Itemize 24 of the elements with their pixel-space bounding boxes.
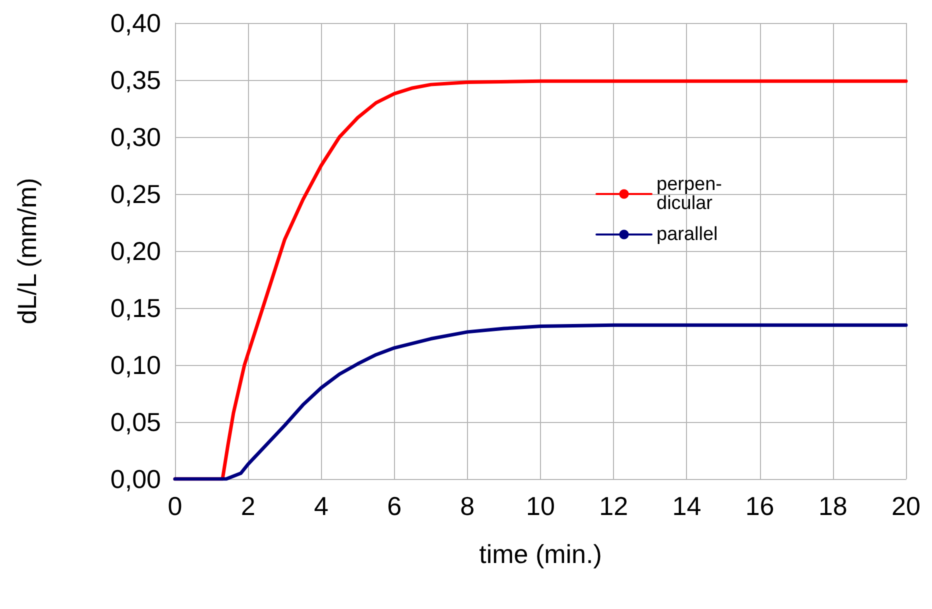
legend-label: parallel xyxy=(656,224,718,245)
x-tick-label: 12 xyxy=(599,491,628,521)
y-tick-label: 0,15 xyxy=(110,293,161,323)
x-tick-label: 8 xyxy=(460,491,475,521)
x-tick-label: 0 xyxy=(168,491,182,521)
x-tick-label: 14 xyxy=(672,491,702,521)
y-tick-label: 0,35 xyxy=(110,65,161,95)
y-tick-label: 0,25 xyxy=(110,179,161,209)
x-axis-title: time (min.) xyxy=(479,539,602,569)
y-tick-label: 0,00 xyxy=(110,464,161,494)
y-tick-label: 0,20 xyxy=(110,236,161,266)
x-tick-label: 10 xyxy=(526,491,555,521)
y-tick-label: 0,10 xyxy=(110,350,161,380)
x-tick-label: 20 xyxy=(892,491,920,521)
y-tick-label: 0,30 xyxy=(110,122,161,152)
x-tick-label: 2 xyxy=(240,491,256,521)
legend-label: perpen- dicular xyxy=(656,174,722,214)
y-axis-title: dL/L (mm/m) xyxy=(12,178,42,324)
x-tick-label: 4 xyxy=(314,491,328,521)
x-tick-label: 18 xyxy=(818,491,848,521)
x-tick-label: 6 xyxy=(387,491,402,521)
y-tick-label: 0,40 xyxy=(110,8,161,38)
x-tick-label: 16 xyxy=(745,491,774,521)
y-tick-label: 0,05 xyxy=(110,407,161,437)
